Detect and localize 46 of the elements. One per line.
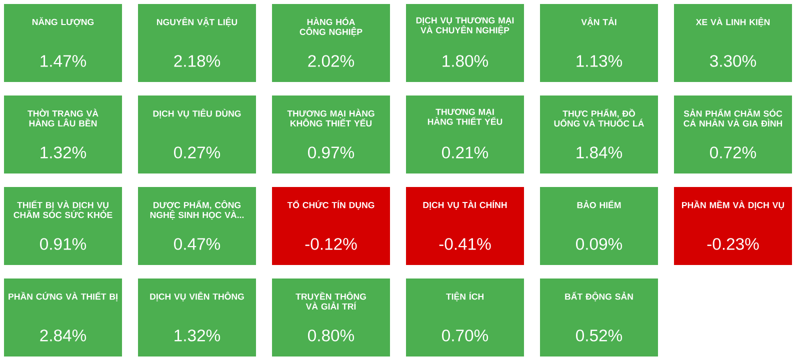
data-label: 2.02% [308,55,354,67]
category-label: NĂNG LƯỢNG [32,17,94,27]
category-label: DỊCH VỤ TIÊU DÙNG [153,108,241,118]
category-label: PHẦN CỨNG VÀ THIẾT BỊ [8,292,118,302]
data-label: 1.84% [576,146,622,158]
category-label: NGUYÊN VẬT LIỆU [157,17,238,27]
data-label: 0.72% [710,146,756,158]
data-label: 1.13% [576,55,622,67]
category-label: PHẦN MỀM VÀ DỊCH VỤ [682,200,784,210]
category-label: XE VÀ LINH KIỆN [696,17,770,27]
category-label: DỊCH VỤ VIỄN THÔNG [150,292,244,302]
data-label: 0.47% [174,238,220,250]
data-label: 2.84% [40,330,86,342]
category-label: TỔ CHỨC TÍN DỤNG [287,200,374,210]
category-label: VẬN TẢI [581,17,616,27]
category-label: THƯƠNG MẠI HÀNG THIẾT YẾU [428,108,502,125]
category-label: THỜI TRANG VÀ HÀNG LÂU BỀN [28,108,98,127]
category-label: BẤT ĐỘNG SẢN [565,292,633,302]
category-label: TIỆN ÍCH [446,292,484,302]
data-label: 2.18% [174,55,220,67]
category-label: DƯỢC PHẨM, CÔNG NGHỆ SINH HỌC VÀ... [150,200,244,220]
category-label: DỊCH VỤ TÀI CHÍNH [423,200,507,210]
category-label: BẢO HIỂM [577,200,621,208]
data-label: 0.27% [174,146,220,158]
data-label: 1.32% [174,330,220,342]
category-label: TRUYỀN THÔNG VÀ GIẢI TRÍ [296,292,366,310]
category-label: DỊCH VỤ THƯƠNG MẠI VÀ CHUYÊN NGHIỆP [416,17,514,35]
data-label: 0.80% [308,330,354,342]
data-label: -0.23% [707,238,759,250]
data-label: 0.70% [442,330,488,342]
data-label: 0.21% [442,146,488,158]
category-label: SẢN PHẨM CHĂM SÓC CÁ NHÂN VÀ GIA ĐÌNH [684,108,782,127]
category-label: THƯƠNG MẠI HÀNG KHÔNG THIẾT YẾU [287,108,374,127]
category-label: THIẾT BỊ VÀ DỊCH VỤ CHĂM SÓC SỨC KHỎE [14,200,112,218]
category-label: HÀNG HÓA CÔNG NGHIỆP [300,17,362,36]
category-label: THỰC PHẨM, ĐỒ UỐNG VÀ THUỐC LÁ [554,108,644,127]
data-label: -0.41% [439,238,491,250]
data-label: 1.47% [40,55,86,67]
data-label: 0.52% [576,330,622,342]
data-label: 0.97% [308,146,354,158]
data-label: 1.32% [40,146,86,158]
data-label: 3.30% [710,55,756,67]
data-label: 1.80% [442,55,488,67]
data-label: -0.12% [305,238,357,250]
data-label: 0.09% [576,238,622,250]
data-label: 0.91% [40,238,86,250]
